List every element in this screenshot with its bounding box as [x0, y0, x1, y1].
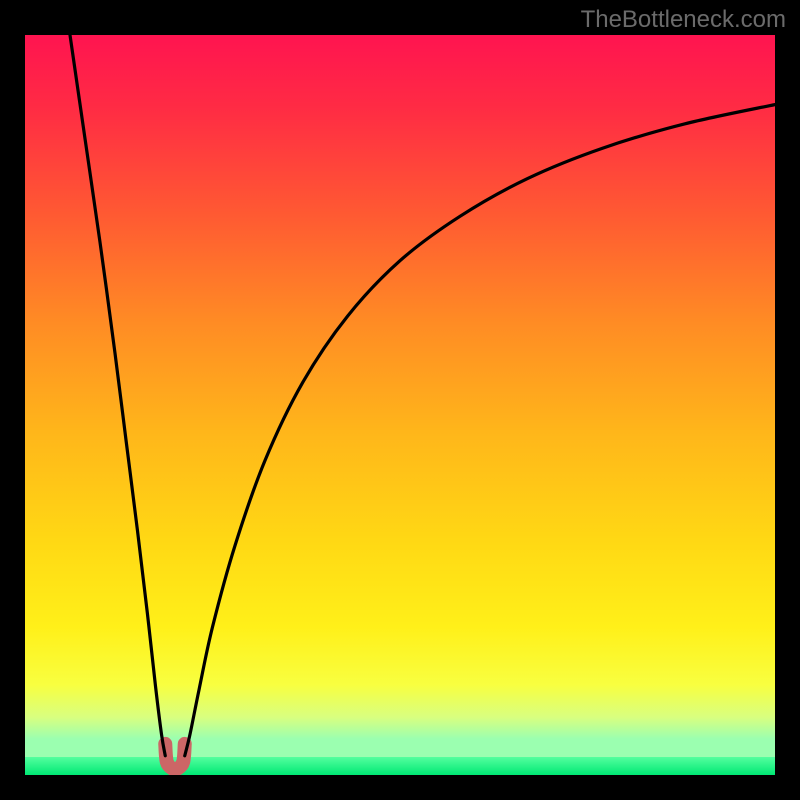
watermark-text: TheBottleneck.com	[581, 6, 786, 34]
curve-layer	[25, 35, 775, 775]
plot-area	[25, 35, 775, 775]
right-branch-curve	[185, 105, 775, 756]
chart-frame	[0, 0, 800, 800]
bottom-u-marker	[165, 744, 185, 769]
left-branch-curve	[70, 35, 165, 756]
